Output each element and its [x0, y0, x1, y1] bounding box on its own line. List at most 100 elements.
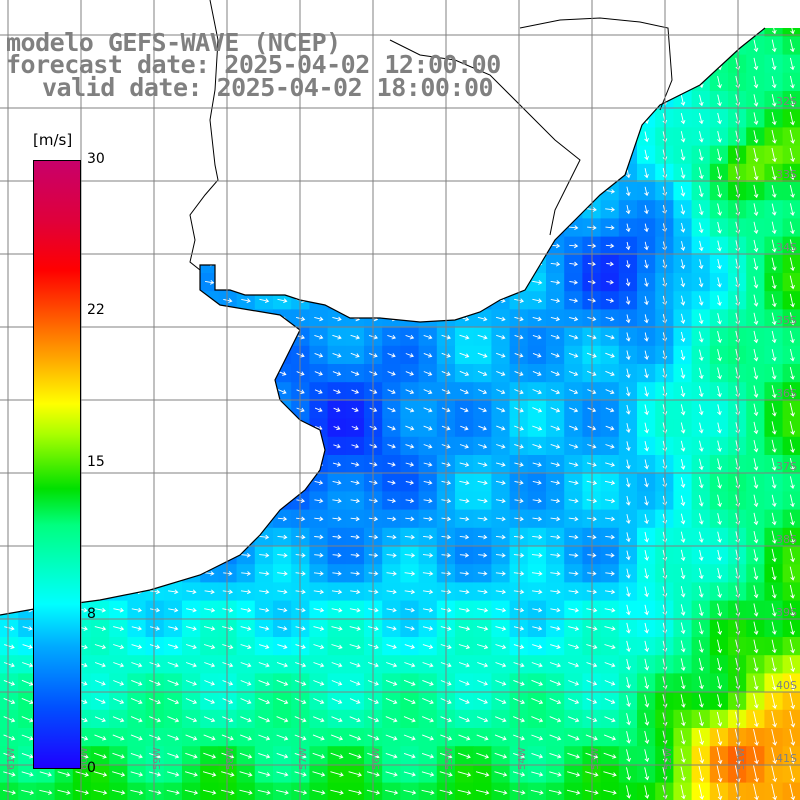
wind-vector: [644, 604, 649, 616]
wind-vector: [716, 711, 723, 727]
wind-vector: [717, 258, 722, 270]
wind-vector: [771, 657, 777, 672]
wind-vector: [276, 679, 289, 686]
wind-vector: [184, 771, 198, 777]
wind-vector: [130, 752, 143, 759]
wind-vector: [625, 495, 631, 506]
wind-vector: [185, 716, 198, 723]
wind-vector: [605, 534, 615, 540]
wind-vector: [148, 789, 162, 795]
wind-vector: [606, 261, 614, 267]
wind-vector: [717, 367, 722, 380]
wind-vector: [717, 603, 723, 617]
wind-vector: [313, 698, 325, 704]
wind-vector: [185, 644, 197, 650]
wind-vector: [550, 571, 561, 576]
wind-vector: [313, 607, 325, 613]
wind-vector: [457, 789, 472, 795]
wind-vector: [771, 403, 777, 417]
wind-vector: [789, 621, 795, 636]
wind-vector: [625, 532, 631, 543]
wind-vector: [332, 480, 342, 485]
wind-vector: [698, 458, 704, 471]
wind-vector: [717, 549, 722, 561]
wind-vector: [3, 752, 16, 759]
wind-cell: [782, 182, 800, 201]
wind-vector: [753, 76, 759, 89]
wind-vector: [680, 422, 686, 434]
wind-vector: [351, 407, 359, 412]
wind-vector: [405, 462, 415, 467]
longitude-label: 51W: [736, 747, 747, 770]
wind-vector: [568, 662, 580, 668]
wind-vector: [567, 771, 581, 777]
wind-vector: [605, 316, 615, 322]
wind-vector: [203, 716, 216, 723]
wind-vector: [131, 626, 142, 631]
wind-vector: [422, 662, 434, 668]
wind-vector: [423, 462, 433, 467]
wind-vector: [130, 697, 143, 705]
wind-vector: [532, 370, 542, 376]
wind-vector: [422, 589, 434, 595]
wind-vector: [568, 626, 580, 631]
wind-vector: [625, 314, 631, 324]
wind-vector: [387, 353, 396, 358]
wind-vector: [680, 730, 686, 745]
wind-vector: [332, 516, 342, 522]
wind-vector: [753, 385, 759, 398]
wind-vector: [386, 662, 398, 668]
wind-vector: [313, 589, 325, 595]
wind-vector: [532, 462, 542, 467]
wind-vector: [771, 112, 777, 126]
wind-vector: [680, 622, 686, 635]
wind-vector: [404, 589, 416, 595]
wind-vector: [21, 752, 34, 759]
wind-vector: [753, 112, 759, 125]
wind-cell: [782, 600, 800, 620]
wind-vector: [459, 370, 470, 377]
wind-vector: [550, 261, 561, 267]
wind-vector: [403, 771, 416, 777]
wind-vector: [568, 480, 579, 486]
wind-vector: [331, 716, 343, 723]
wind-vector: [771, 129, 777, 144]
wind-vector: [385, 679, 398, 686]
wind-vector: [789, 566, 795, 581]
wind-vector: [603, 789, 617, 795]
wind-vector: [680, 784, 686, 800]
wind-vector: [753, 531, 759, 544]
wind-vector: [351, 389, 360, 394]
wind-cell: [236, 782, 256, 800]
wind-vector: [568, 444, 579, 449]
wind-vector: [531, 771, 544, 777]
wind-vector: [130, 734, 143, 741]
wind-vector: [331, 589, 343, 595]
wind-vector: [495, 698, 507, 705]
wind-vector: [549, 679, 562, 686]
wind-vector: [550, 498, 561, 504]
wind-vector: [314, 334, 324, 340]
wind-vector: [532, 389, 542, 395]
wind-vector: [495, 516, 506, 522]
wind-vector: [789, 603, 795, 617]
wind-vector: [149, 697, 161, 705]
wind-vector: [239, 789, 253, 795]
wind-vector: [276, 752, 289, 759]
wind-vector: [644, 259, 649, 269]
wind-vector: [477, 516, 488, 522]
wind-vector: [717, 621, 723, 635]
wind-vector: [604, 680, 616, 686]
wind-vector: [240, 644, 252, 650]
wind-vector: [203, 752, 217, 759]
model-title: modelo GEFS-WAVE (NCEP): [6, 28, 341, 57]
wind-vector: [644, 622, 649, 634]
wind-vector: [330, 771, 344, 777]
wind-cell: [782, 273, 800, 292]
wind-vector: [494, 752, 508, 759]
wind-vector: [478, 552, 488, 558]
wind-vector: [93, 752, 107, 759]
wind-vector: [258, 752, 271, 759]
wind-vector: [312, 734, 325, 741]
wind-vector: [385, 716, 398, 723]
